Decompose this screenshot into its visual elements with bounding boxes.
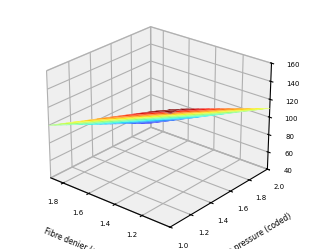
Y-axis label: Pulse pressure (coded): Pulse pressure (coded)	[214, 211, 294, 249]
X-axis label: Fibre denier (coded): Fibre denier (coded)	[43, 227, 118, 249]
